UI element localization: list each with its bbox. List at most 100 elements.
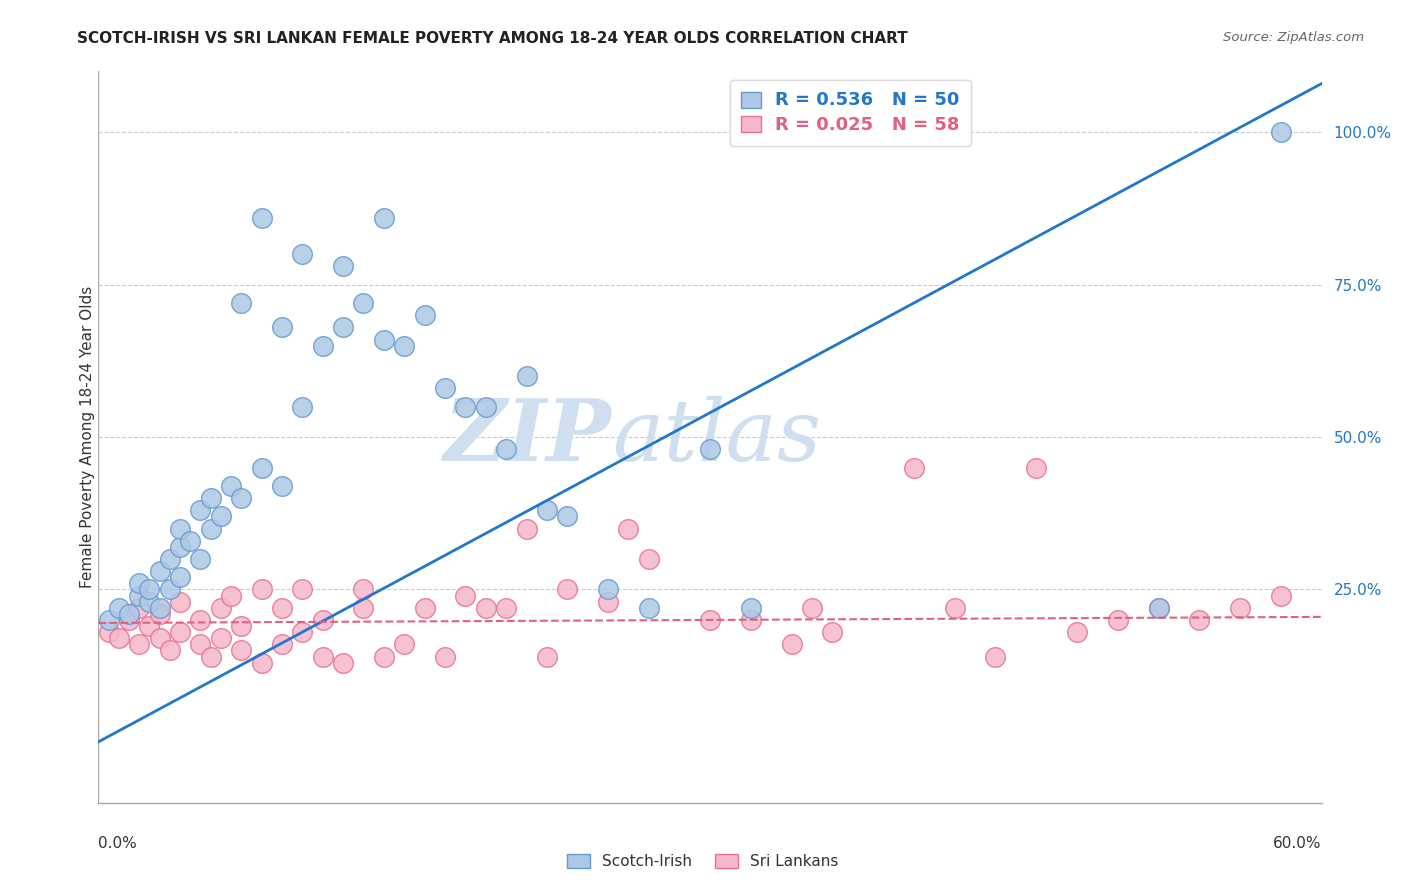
Point — [159, 582, 181, 597]
Point — [332, 656, 354, 670]
Point — [128, 637, 150, 651]
Point — [454, 589, 477, 603]
Y-axis label: Female Poverty Among 18-24 Year Olds: Female Poverty Among 18-24 Year Olds — [80, 286, 94, 588]
Point — [312, 339, 335, 353]
Text: atlas: atlas — [612, 396, 821, 478]
Point — [312, 613, 335, 627]
Point — [780, 637, 803, 651]
Point — [270, 600, 294, 615]
Point — [352, 582, 374, 597]
Point — [373, 649, 395, 664]
Point — [231, 491, 253, 505]
Point — [128, 600, 150, 615]
Point — [821, 625, 844, 640]
Point — [97, 625, 120, 640]
Point — [219, 589, 242, 603]
Point — [149, 607, 172, 621]
Point — [159, 552, 181, 566]
Point — [128, 576, 150, 591]
Point — [598, 582, 620, 597]
Text: 60.0%: 60.0% — [1274, 837, 1322, 851]
Point — [598, 594, 620, 608]
Point — [188, 637, 212, 651]
Point — [231, 643, 253, 657]
Point — [200, 491, 222, 505]
Point — [699, 442, 721, 457]
Point — [392, 637, 416, 651]
Point — [231, 296, 253, 310]
Point — [138, 594, 160, 608]
Text: SCOTCH-IRISH VS SRI LANKAN FEMALE POVERTY AMONG 18-24 YEAR OLDS CORRELATION CHAR: SCOTCH-IRISH VS SRI LANKAN FEMALE POVERT… — [77, 31, 908, 46]
Point — [128, 589, 150, 603]
Point — [801, 600, 824, 615]
Point — [149, 564, 172, 578]
Legend: R = 0.536   N = 50, R = 0.025   N = 58: R = 0.536 N = 50, R = 0.025 N = 58 — [730, 79, 970, 145]
Point — [231, 619, 253, 633]
Point — [413, 600, 436, 615]
Point — [1147, 600, 1170, 615]
Point — [1066, 625, 1088, 640]
Point — [555, 582, 579, 597]
Point — [169, 570, 191, 584]
Point — [1229, 600, 1251, 615]
Point — [1270, 125, 1292, 139]
Point — [138, 619, 160, 633]
Point — [188, 552, 212, 566]
Point — [555, 509, 579, 524]
Point — [169, 594, 191, 608]
Point — [332, 320, 354, 334]
Point — [209, 600, 232, 615]
Point — [138, 582, 160, 597]
Point — [1147, 600, 1170, 615]
Point — [699, 613, 721, 627]
Point — [188, 613, 212, 627]
Point — [291, 400, 314, 414]
Point — [373, 211, 395, 225]
Point — [373, 333, 395, 347]
Point — [250, 656, 273, 670]
Point — [332, 260, 354, 274]
Point — [637, 552, 661, 566]
Point — [188, 503, 212, 517]
Point — [169, 625, 191, 640]
Point — [516, 369, 538, 384]
Point — [200, 649, 222, 664]
Point — [209, 509, 232, 524]
Point — [250, 582, 273, 597]
Point — [179, 533, 201, 548]
Point — [984, 649, 1007, 664]
Point — [149, 632, 172, 646]
Point — [903, 460, 925, 475]
Point — [250, 460, 273, 475]
Point — [200, 521, 222, 535]
Point — [159, 643, 181, 657]
Point — [1270, 589, 1292, 603]
Point — [209, 632, 232, 646]
Point — [637, 600, 661, 615]
Point — [219, 479, 242, 493]
Point — [270, 320, 294, 334]
Point — [291, 582, 314, 597]
Point — [434, 649, 457, 664]
Point — [149, 600, 172, 615]
Point — [118, 607, 141, 621]
Point — [536, 649, 558, 664]
Point — [108, 632, 131, 646]
Point — [118, 613, 141, 627]
Point — [495, 600, 517, 615]
Point — [291, 247, 314, 261]
Point — [740, 600, 762, 615]
Text: ZIP: ZIP — [444, 395, 612, 479]
Point — [1107, 613, 1129, 627]
Point — [740, 613, 762, 627]
Point — [516, 521, 538, 535]
Point — [413, 308, 436, 322]
Point — [474, 600, 498, 615]
Point — [454, 400, 477, 414]
Text: 0.0%: 0.0% — [98, 837, 138, 851]
Point — [97, 613, 120, 627]
Legend: Scotch-Irish, Sri Lankans: Scotch-Irish, Sri Lankans — [561, 847, 845, 875]
Point — [352, 600, 374, 615]
Point — [474, 400, 498, 414]
Point — [434, 381, 457, 395]
